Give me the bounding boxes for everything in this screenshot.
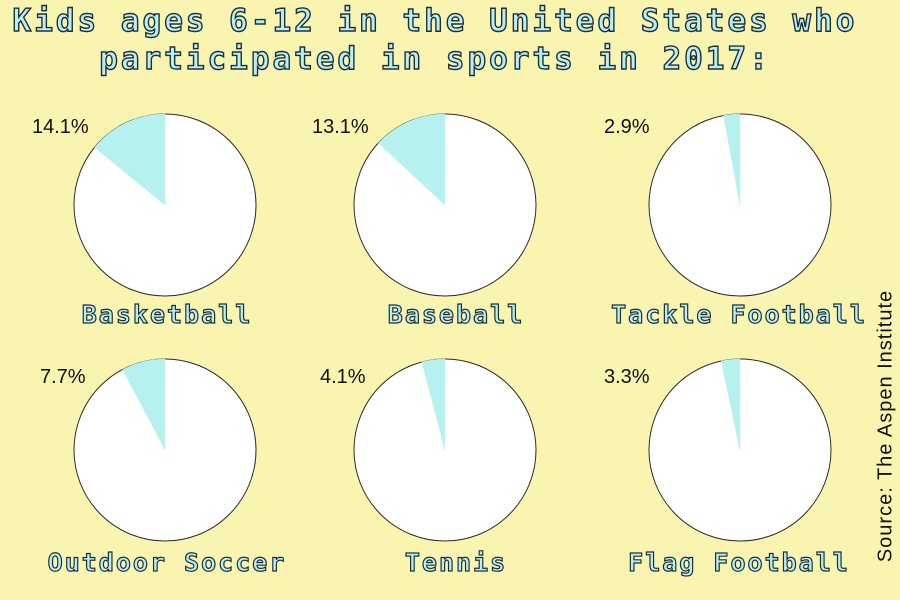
pie-category-label: Outdoor Soccer — [47, 547, 287, 577]
title-line-2: participated in sports in 2017: — [99, 40, 771, 77]
pie-category-label: Tackle Football — [611, 299, 867, 329]
pie-value-label: 13.1% — [312, 116, 369, 138]
pie-value-label: 7.7% — [40, 366, 86, 388]
pie-category-label: Tennis — [404, 547, 508, 577]
pie-category-label: Flag Football — [628, 547, 850, 577]
pie-value-label: 14.1% — [32, 116, 89, 138]
pie-category-label: Basketball — [81, 299, 253, 329]
pie-slice — [94, 113, 166, 206]
pie-slice — [421, 358, 446, 451]
pie-slice — [720, 358, 741, 451]
pie-slice — [723, 113, 741, 206]
source-note: Source: The Aspen Institute — [874, 289, 897, 563]
pie-category-label: Baseball — [387, 299, 525, 329]
title-line-1: Kids ages 6-12 in the United States who — [12, 2, 858, 39]
pie-slice — [122, 358, 166, 451]
pie-slice — [377, 113, 446, 206]
chart-title: Kids ages 6-12 in the United States who … — [0, 2, 870, 78]
pie-value-label: 4.1% — [320, 366, 366, 388]
pie-value-label: 3.3% — [604, 366, 650, 388]
pie-value-label: 2.9% — [604, 116, 650, 138]
